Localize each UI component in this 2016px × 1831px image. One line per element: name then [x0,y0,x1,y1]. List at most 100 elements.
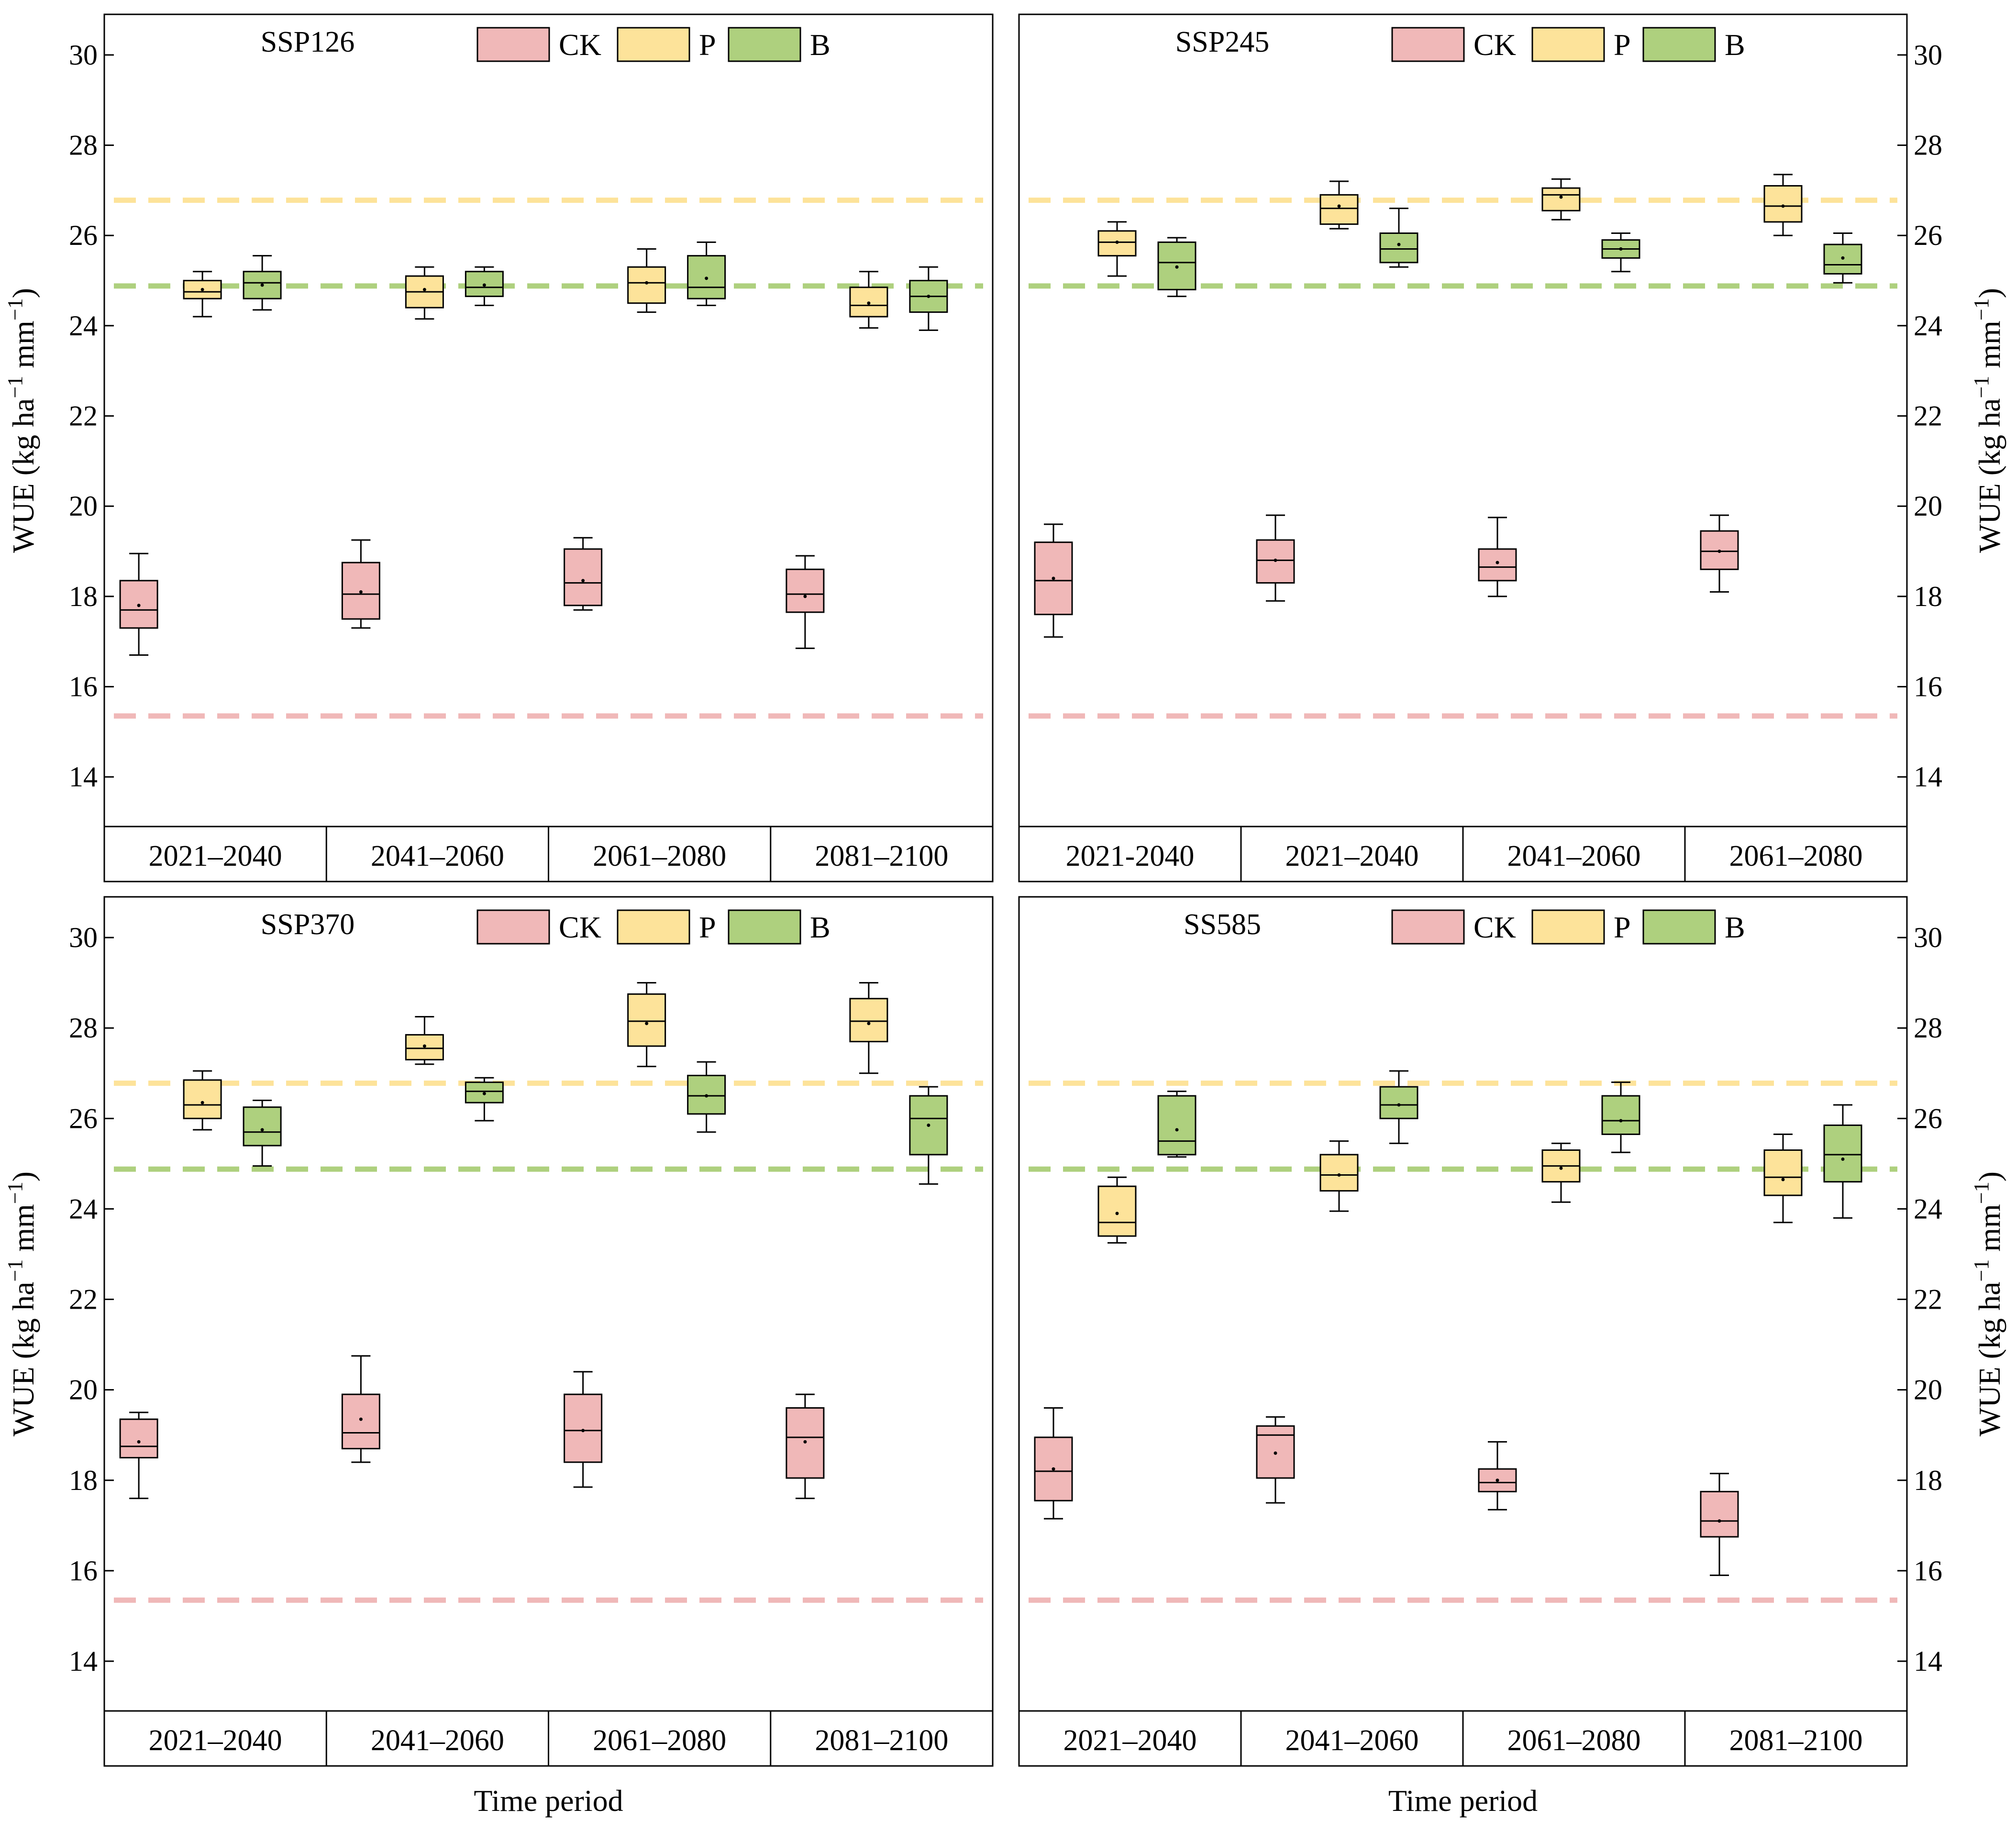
panel-frame [1018,896,1908,1767]
y-tick-label: 16 [69,1555,98,1587]
box-b-1 [243,255,282,311]
box-iqr [119,1418,158,1458]
y-tick-label: 18 [69,1465,98,1496]
box-mean-marker [1717,550,1721,553]
box-b-4 [1823,232,1862,284]
box-mean-marker [1274,1451,1277,1455]
y-tick-label: 22 [1914,1284,1942,1315]
box-ck-2 [341,1355,380,1463]
box-iqr [1700,1490,1739,1538]
y-tick-label: 16 [1914,671,1942,703]
y-tick-label: 18 [69,581,98,612]
period-label: 2081–2100 [815,840,948,872]
y-tick-label: 24 [69,1193,98,1224]
y-tick-label: 30 [1914,922,1942,953]
box-ck-4 [786,1393,825,1500]
box-mean-marker [867,1022,871,1026]
legend-label-b: B [1725,910,1745,944]
box-iqr [786,568,825,613]
box-iqr [1763,1149,1803,1196]
box-mean-marker [1052,1467,1055,1471]
y-axis-title-part: mm [6,320,40,376]
period-label: 2061–2080 [593,840,726,872]
legend-label-p: P [699,910,716,944]
box-mean-marker [1175,1128,1179,1132]
box-mean-marker [927,295,930,298]
box-b-2 [465,266,504,306]
box-iqr [1379,232,1418,264]
box-mean-marker [1619,1119,1623,1123]
period-label: 2021–2040 [1063,1724,1197,1757]
y-tick-label: 20 [69,1374,98,1406]
box-p-2 [1319,180,1359,230]
y-tick-label: 26 [1914,220,1942,251]
y-axis-title-superscript: −1 [1970,1259,1993,1282]
box-ck-1 [1034,1407,1073,1520]
box-mean-marker [1052,576,1055,580]
y-axis-title-part: WUE (kg ha [6,398,40,553]
y-tick-label: 28 [69,1012,98,1044]
box-p-2 [405,266,444,320]
y-tick-label: 14 [1914,761,1942,793]
y-axis-title-part: ) [6,288,40,298]
box-mean-marker [1115,1212,1119,1215]
box-mean-marker [260,283,264,287]
y-axis-title-superscript: −1 [1970,298,1993,320]
legend-swatch-p [1531,909,1605,945]
box-mean-marker [1841,1157,1845,1161]
y-tick-label: 26 [1914,1103,1942,1134]
y-axis-title-part: mm [6,1204,40,1259]
y-tick-label: 18 [1914,581,1942,612]
box-mean-marker [1717,1519,1721,1523]
box-ck-2 [1256,514,1295,602]
box-b-1 [1157,237,1196,298]
box-mean-marker [1274,558,1277,562]
y-axis-title-superscript: −1 [1970,1181,1993,1204]
box-ck-3 [564,1371,603,1488]
box-mean-marker [645,281,649,285]
panel-title: SSP370 [261,908,354,941]
box-iqr [183,1079,222,1119]
box-mean-marker [137,1440,141,1444]
period-label: 2041–2060 [1507,840,1641,872]
legend-swatch-p [1531,27,1605,62]
box-mean-marker [1559,195,1563,199]
box-iqr [627,993,666,1047]
y-axis-title-part: WUE (kg ha [1972,1282,2006,1436]
box-b-2 [1379,1070,1418,1144]
box-ck-1 [1034,523,1073,638]
legend-label-ck: CK [1473,28,1516,62]
box-iqr [1601,1095,1640,1135]
box-ck-4 [786,555,825,649]
y-axis-title-superscript: −1 [1970,376,1993,398]
box-b-4 [909,266,948,331]
box-p-1 [183,1070,222,1131]
box-iqr [183,280,222,299]
legend-swatch-p [617,909,690,945]
box-b-1 [243,1100,282,1167]
period-label: 2021–2040 [149,840,282,872]
y-tick-label: 28 [1914,130,1942,161]
period-label: 2061–2080 [593,1724,726,1757]
legend-label-b: B [810,28,831,62]
box-mean-marker [137,604,141,607]
legend-label-b: B [1725,28,1745,62]
legend-label-p: P [1614,910,1631,944]
box-iqr [849,998,888,1043]
box-b-3 [687,1061,726,1133]
box-iqr [564,1393,603,1463]
y-axis-title-part: WUE (kg ha [1972,398,2006,553]
legend-label-ck: CK [559,28,601,62]
box-p-4 [1763,1133,1803,1224]
y-axis-title-part: ) [1972,1171,2006,1181]
legend-swatch-b [728,909,801,945]
box-mean-marker [867,301,871,305]
panel-frame [103,13,994,882]
box-ck-1 [119,1412,158,1500]
box-iqr [1478,548,1517,582]
y-tick-label: 24 [1914,1193,1942,1224]
box-mean-marker [1781,1178,1785,1181]
y-axis-title-superscript: −1 [3,298,27,320]
